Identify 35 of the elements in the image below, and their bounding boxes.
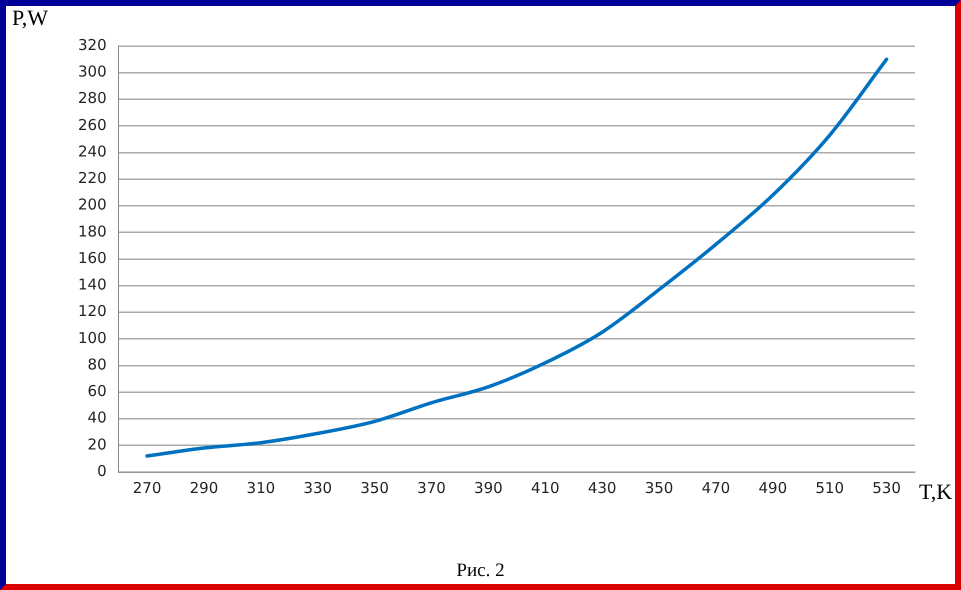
- y-tick-label: 280: [78, 89, 107, 108]
- y-tick-label: 240: [78, 142, 107, 160]
- x-axis-title: T,K: [919, 478, 952, 504]
- y-tick-label: 180: [78, 222, 107, 240]
- y-axis-title: P,W: [12, 4, 48, 30]
- y-tick-label: 320: [78, 36, 107, 54]
- y-tick-label: 260: [78, 116, 107, 134]
- x-tick-label: 510: [815, 478, 844, 497]
- y-tick-label: 40: [88, 408, 107, 427]
- text: Рис. 2: [455, 560, 506, 582]
- y-tick-label: 140: [78, 276, 107, 294]
- x-tick-label: 290: [190, 478, 218, 497]
- x-tick-label: 350: [644, 478, 674, 497]
- x-tick-label: 350: [360, 478, 389, 497]
- y-tick-label: 220: [78, 169, 107, 188]
- y-tick-label: 160: [78, 248, 107, 267]
- y-tick-label: 20: [88, 435, 107, 454]
- x-tick-label: 310: [246, 478, 276, 497]
- x-tick-label: 390: [474, 478, 503, 497]
- y-tick-label: 60: [88, 382, 107, 400]
- x-tick-label: 430: [588, 478, 616, 497]
- y-tick-label: 80: [88, 355, 107, 374]
- x-tick-label: 270: [132, 478, 162, 497]
- y-tick-label: 0: [97, 462, 107, 480]
- x-tick-label: 410: [530, 478, 560, 497]
- y-tick-label: 120: [78, 302, 107, 320]
- x-tick-label: 530: [872, 478, 901, 497]
- x-tick-label: 370: [417, 478, 446, 497]
- y-tick-label: 100: [78, 328, 107, 347]
- y-tick-label: 200: [78, 196, 107, 214]
- x-tick-label: 490: [758, 478, 788, 497]
- x-tick-label: 470: [702, 478, 730, 497]
- x-tick-label: 330: [303, 478, 332, 497]
- y-tick-label: 300: [78, 62, 107, 81]
- line-series: [145, 58, 888, 458]
